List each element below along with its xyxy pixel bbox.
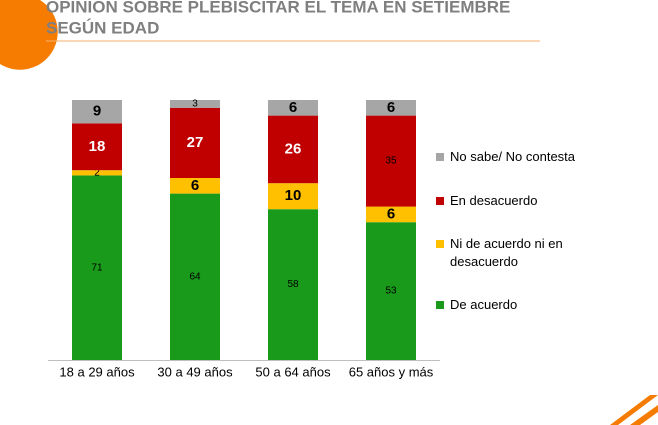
data-label: 26 [285,140,302,157]
bar-segment [72,170,122,176]
bar-segment [268,209,318,360]
bar-segment [170,100,220,108]
data-label: 2 [94,167,100,178]
x-tick-label: 65 años y más [349,364,434,379]
chart-title: OPINIÓN SOBRE PLEBISCITAR EL TEMA EN SET… [46,0,510,16]
data-label: 6 [387,99,395,116]
legend-label: No sabe/ No contesta [450,149,576,164]
bar-segment [170,178,220,194]
bar-segment [366,100,416,116]
legend-swatch [436,153,444,161]
bar-segment [170,107,220,178]
data-label: 18 [89,138,106,155]
data-label: 64 [189,271,201,282]
legend-label: De acuerdo [450,297,518,312]
x-tick-label: 50 a 64 años [255,364,331,379]
legend-label: Ni de acuerdo ni en desacuerdo [450,236,563,269]
data-label: 9 [93,103,101,120]
x-tick-label: 30 a 49 años [157,364,233,379]
bar-segment [170,193,220,360]
legend-label: En desacuerdo [450,193,538,208]
data-label: 35 [385,156,397,167]
bar-segment [72,175,122,360]
bar-segment [72,100,122,124]
legend-swatch [436,301,444,309]
legend-item: En desacuerdo [436,192,586,210]
data-label: 53 [385,286,397,297]
legend: No sabe/ No contesta En desacuerdo Ni de a… [436,0,658,425]
legend-item: No sabe/ No contesta [436,148,586,166]
data-label: 6 [191,177,199,194]
bar-segment [268,183,318,210]
legend-item: Ni de acuerdo ni en desacuerdo [436,235,586,271]
decoration [0,0,58,70]
data-label: 3 [192,99,198,110]
legend-swatch [436,197,444,205]
data-label: 10 [285,187,302,204]
x-tick-label: 18 a 29 años [59,364,135,379]
chart-subtitle: SEGÚN EDAD [46,18,159,37]
bar-segment [366,115,416,207]
bar-segment [366,222,416,360]
bar-segment [366,206,416,223]
data-label: 6 [289,99,297,116]
data-label: 71 [91,262,103,273]
data-label: 27 [187,134,204,151]
bar-segment [268,100,318,116]
legend-swatch [436,240,444,248]
bar-segment [72,123,122,171]
legend-item: De acuerdo [436,296,586,314]
bar-segment [268,115,318,184]
decoration [610,395,658,425]
data-label: 58 [287,279,299,290]
data-label: 6 [387,205,395,222]
